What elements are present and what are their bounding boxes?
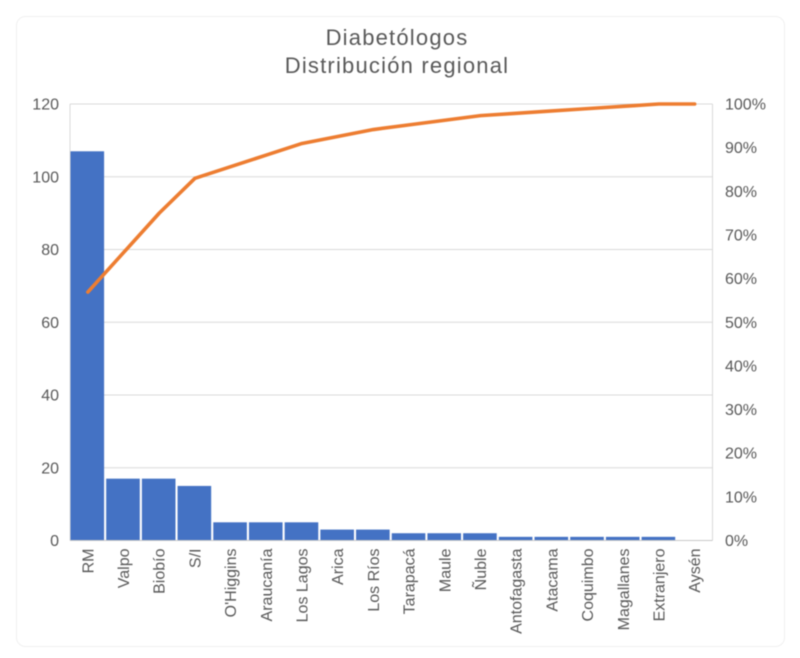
svg-text:100: 100 <box>32 169 59 186</box>
svg-text:80: 80 <box>41 242 59 259</box>
svg-text:Arica: Arica <box>330 548 347 585</box>
svg-text:100%: 100% <box>725 97 766 114</box>
svg-text:20%: 20% <box>725 446 757 463</box>
svg-text:Antofagasta: Antofagasta <box>509 548 526 634</box>
svg-text:50%: 50% <box>725 315 757 332</box>
svg-text:120: 120 <box>32 97 59 114</box>
svg-text:90%: 90% <box>725 140 757 157</box>
svg-text:Diabetólogos: Diabetólogos <box>326 25 469 50</box>
svg-text:Valpo: Valpo <box>116 548 133 588</box>
svg-text:Biobío: Biobío <box>152 548 169 593</box>
svg-text:10%: 10% <box>725 489 757 506</box>
svg-text:40: 40 <box>41 388 59 405</box>
svg-text:RM: RM <box>80 549 97 574</box>
svg-text:Los Lagos: Los Lagos <box>295 549 312 623</box>
svg-text:80%: 80% <box>725 184 757 201</box>
svg-text:40%: 40% <box>725 358 757 375</box>
svg-text:Distribución regional: Distribución regional <box>285 53 510 78</box>
svg-text:30%: 30% <box>725 402 757 419</box>
svg-text:Aysén: Aysén <box>687 549 704 593</box>
svg-text:0%: 0% <box>725 533 748 550</box>
svg-text:Tarapacá: Tarapacá <box>402 548 419 614</box>
svg-text:Los Ríos: Los Ríos <box>366 549 383 612</box>
svg-text:Coquimbo: Coquimbo <box>580 548 597 621</box>
svg-text:O'Higgins: O'Higgins <box>223 549 240 618</box>
svg-text:70%: 70% <box>725 227 757 244</box>
svg-text:20: 20 <box>41 460 59 477</box>
svg-text:Araucanía: Araucanía <box>259 548 276 621</box>
svg-text:Atacama: Atacama <box>544 548 561 611</box>
svg-text:0: 0 <box>50 533 59 550</box>
svg-text:S/I: S/I <box>187 549 204 569</box>
svg-text:60%: 60% <box>725 271 757 288</box>
svg-text:Ñuble: Ñuble <box>470 548 490 590</box>
svg-text:Extranjero: Extranjero <box>651 548 668 621</box>
svg-text:60: 60 <box>41 315 59 332</box>
svg-text:Maule: Maule <box>437 548 454 592</box>
svg-text:Magallanes: Magallanes <box>616 549 633 631</box>
